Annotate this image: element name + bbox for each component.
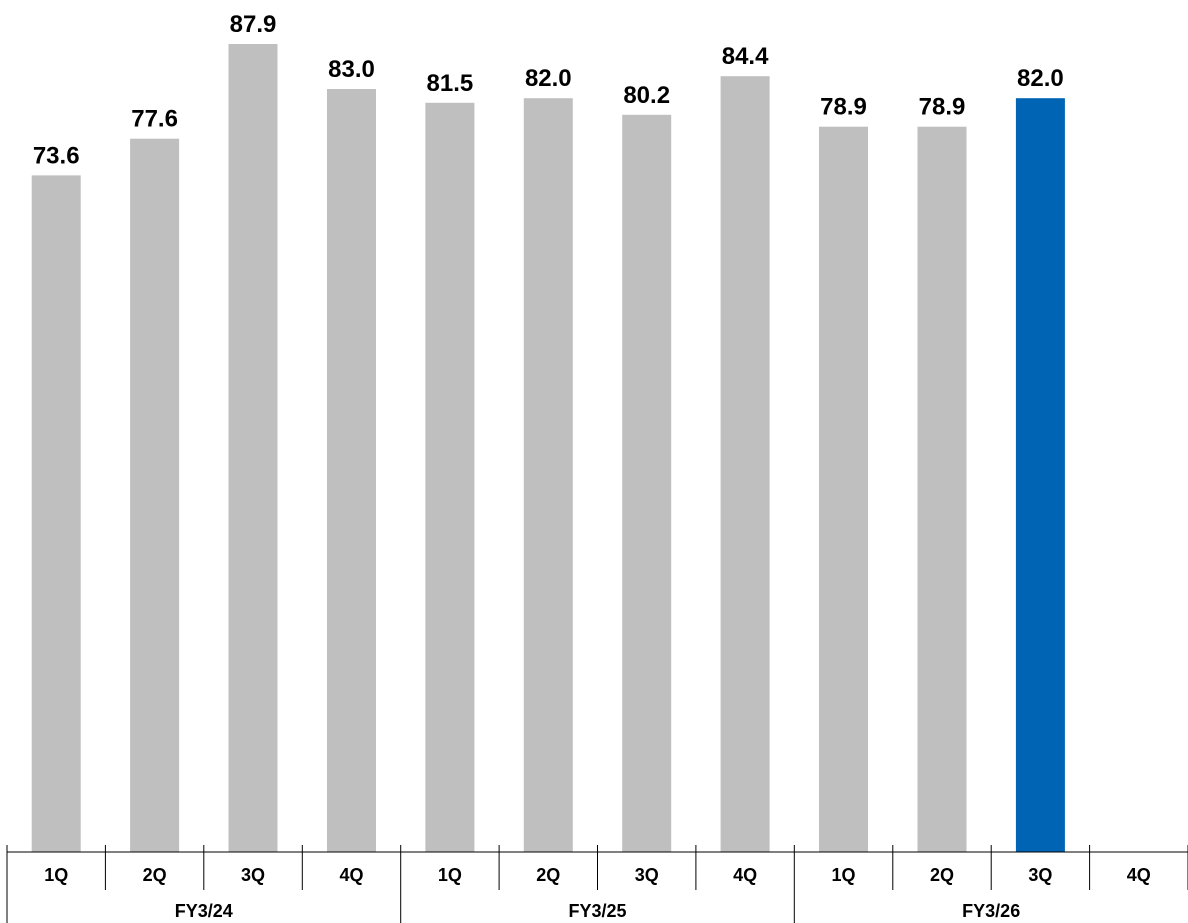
x-tick-label: 1Q [44, 865, 68, 885]
bar [228, 44, 278, 852]
bar [720, 76, 770, 852]
x-tick-label: 3Q [241, 865, 265, 885]
data-label: 87.9 [230, 11, 277, 38]
bar [1015, 98, 1065, 852]
x-tick-label: 1Q [831, 865, 855, 885]
data-labels-layer: 73.6 77.6 87.9 83.0 81.5 82.0 80.2 84.4 78.9 78.9… [33, 11, 1064, 169]
x-tick-label: 2Q [536, 865, 560, 885]
bar [622, 114, 672, 853]
data-label: 78.9 [820, 94, 867, 121]
data-label: 80.2 [623, 82, 670, 109]
group-label: FY3/25 [568, 901, 626, 921]
bar [31, 175, 81, 852]
bar [130, 138, 180, 852]
bar [327, 89, 376, 852]
bars-layer [31, 44, 1065, 853]
x-tick-label: 4Q [339, 865, 363, 885]
data-label: 77.6 [131, 106, 178, 133]
x-tick-label: 2Q [143, 865, 167, 885]
x-tick-label: 1Q [438, 865, 462, 885]
data-label: 83.0 [328, 56, 375, 83]
bar [425, 102, 475, 853]
bar [917, 126, 967, 852]
group-label: FY3/26 [962, 901, 1020, 921]
x-tick-label: 2Q [930, 865, 954, 885]
x-tick-label: 4Q [733, 865, 757, 885]
data-label: 81.5 [427, 70, 474, 97]
bar [523, 98, 573, 852]
data-label: 78.9 [919, 94, 966, 121]
bar [819, 126, 868, 852]
x-tick-label: 3Q [635, 865, 659, 885]
data-label: 73.6 [33, 142, 80, 169]
group-label: FY3/24 [175, 901, 233, 921]
data-label: 84.4 [722, 43, 769, 70]
x-tick-label: 3Q [1028, 865, 1052, 885]
x-axis: 1Q 2Q 3Q 4Q 1Q 2Q 3Q 4Q 1Q 2Q 3Q 4Q FY3/24 FY3/25 FY3/… [6, 845, 1188, 923]
data-label: 82.0 [1017, 65, 1064, 92]
x-tick-label: 4Q [1127, 865, 1151, 885]
data-label: 82.0 [525, 65, 572, 92]
